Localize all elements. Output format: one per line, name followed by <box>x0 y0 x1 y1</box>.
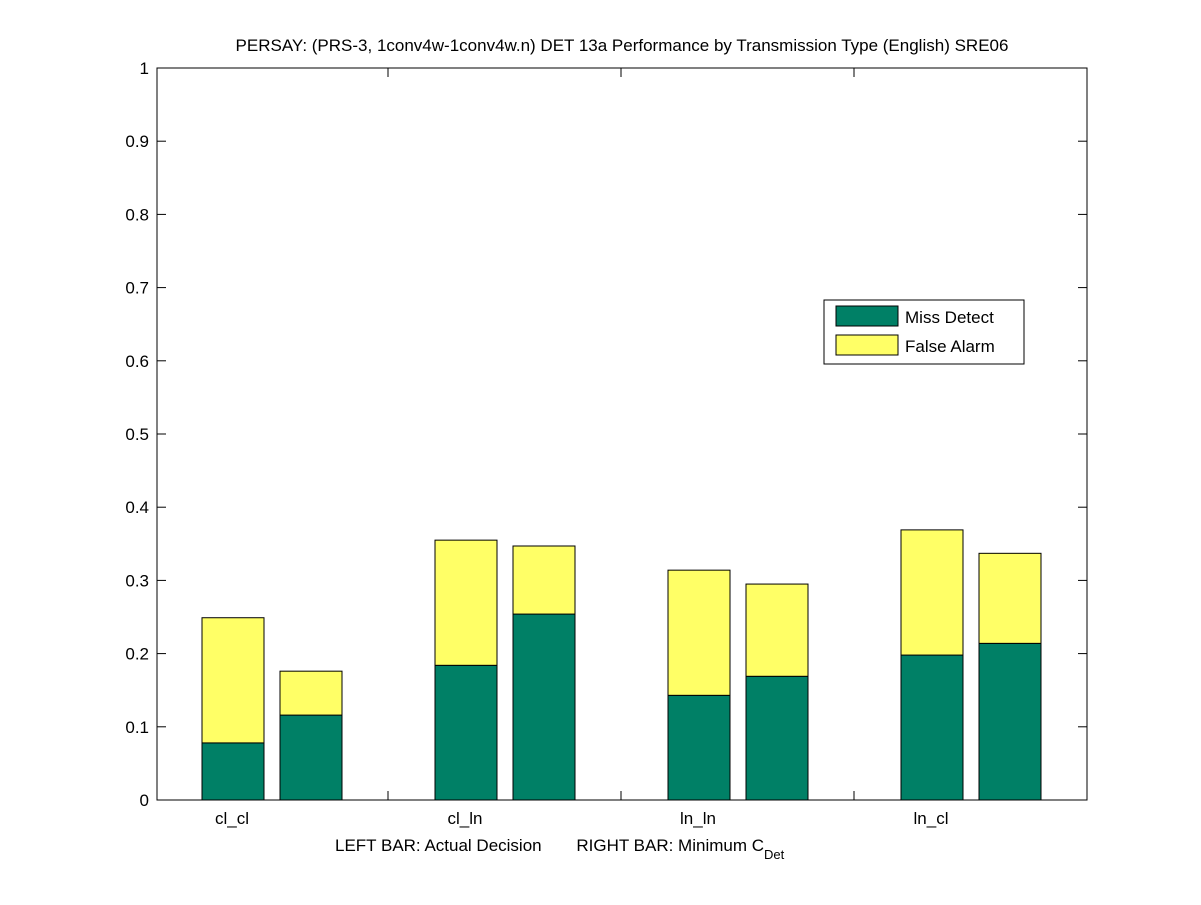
x-axis-label: LEFT BAR: Actual Decision RIGHT BAR: Min… <box>335 836 785 862</box>
y-tick-label: 0.5 <box>125 425 149 444</box>
bar-false-alarm-ln_ln-min <box>745 583 809 677</box>
y-tick-label: 0 <box>140 791 149 810</box>
y-tick-label: 0.9 <box>125 132 149 151</box>
bar-miss-detect-cl_cl-act <box>201 742 265 801</box>
y-tick-label: 0.3 <box>125 571 149 590</box>
legend-swatch <box>835 334 899 356</box>
legend: Miss Detect False Alarm <box>823 299 1025 365</box>
y-tick-label: 0.1 <box>125 718 149 737</box>
x-label-right-subscript: Det <box>764 847 785 862</box>
legend-label: False Alarm <box>905 337 995 356</box>
x-tick-label: ln_cl <box>914 809 949 828</box>
x-label-left: LEFT BAR: Actual Decision <box>335 836 542 855</box>
x-label-right: RIGHT BAR: Minimum C <box>576 836 764 855</box>
chart-title: PERSAY: (PRS-3, 1conv4w-1conv4w.n) DET 1… <box>236 36 1009 55</box>
x-tick-label: cl_ln <box>448 809 483 828</box>
y-tick-label: 0.4 <box>125 498 149 517</box>
bar-false-alarm-cl_cl-act <box>201 617 265 744</box>
bar-false-alarm-ln_cl-act <box>900 529 964 656</box>
x-tick-label: ln_ln <box>680 809 716 828</box>
bar-miss-detect-ln_cl-act <box>900 654 964 801</box>
bar-false-alarm-cl_cl-min <box>279 670 343 716</box>
bar-false-alarm-ln_ln-act <box>667 569 731 696</box>
y-tick-label: 0.6 <box>125 352 149 371</box>
y-tick-label: 0.2 <box>125 645 149 664</box>
bar-false-alarm-cl_ln-act <box>434 539 498 666</box>
y-tick-label: 0.7 <box>125 279 149 298</box>
legend-swatch <box>835 305 899 327</box>
bar-false-alarm-ln_cl-min <box>978 552 1042 644</box>
y-tick-label: 0.8 <box>125 205 149 224</box>
bar-miss-detect-ln_ln-act <box>667 694 731 801</box>
legend-label: Miss Detect <box>905 308 994 327</box>
bar-false-alarm-cl_ln-min <box>512 545 576 615</box>
x-tick-label: cl_cl <box>215 809 249 828</box>
bar-miss-detect-ln_ln-min <box>745 675 809 801</box>
bar-miss-detect-ln_cl-min <box>978 642 1042 801</box>
bar-miss-detect-cl_ln-act <box>434 664 498 801</box>
bar-miss-detect-cl_cl-min <box>279 714 343 801</box>
bar-miss-detect-cl_ln-min <box>512 613 576 801</box>
y-tick-label: 1 <box>140 59 149 78</box>
